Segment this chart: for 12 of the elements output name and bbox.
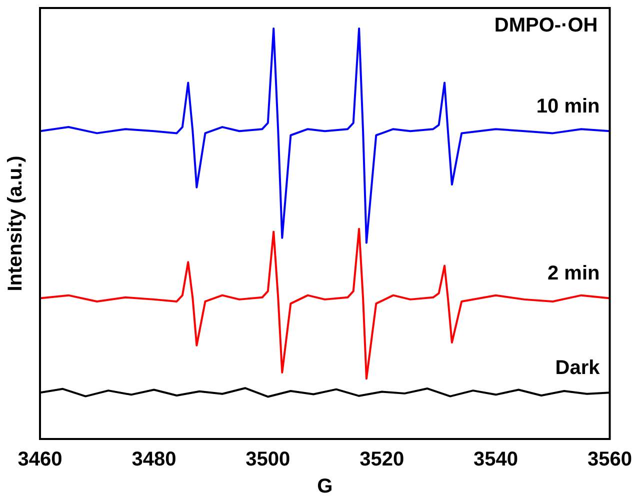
series-label: Dark [555, 357, 601, 380]
x-tick-label: 3460 [18, 448, 62, 471]
x-tick-label: 3500 [246, 448, 290, 471]
x-tick-label: 3520 [360, 448, 404, 471]
series-label: 10 min [536, 96, 600, 118]
annotation: DMPO-·OH [494, 14, 598, 37]
x-axis-title: G [317, 476, 333, 498]
x-tick-label: 3480 [132, 448, 176, 471]
series-label: 2 min [548, 262, 600, 285]
x-tick-label: 3540 [474, 448, 518, 471]
y-axis-title: Intensity (a.u.) [4, 156, 27, 292]
x-tick-label: 3560 [588, 448, 632, 471]
